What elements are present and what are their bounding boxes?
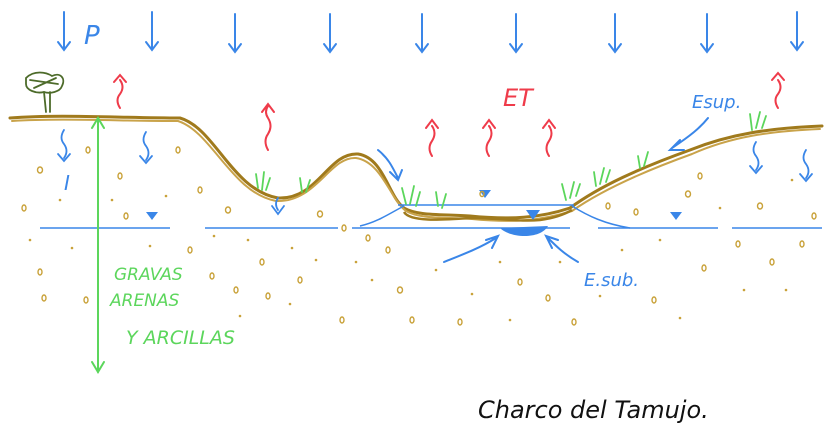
precip-label: P bbox=[84, 21, 100, 51]
water-triangle-icon bbox=[526, 210, 540, 220]
soil-label-gravas: GRAVAS bbox=[114, 265, 183, 285]
soil-pebbles bbox=[21, 146, 817, 326]
evapotranspiration-arrows bbox=[113, 71, 785, 157]
water-triangle-icon bbox=[670, 212, 682, 220]
ground-surface bbox=[8, 114, 824, 222]
soil-label-arenas: ARENAS bbox=[109, 291, 180, 311]
grass-tuft-icon bbox=[637, 151, 649, 169]
grass-tuft-icon bbox=[435, 191, 447, 209]
grass-tuft-icon bbox=[593, 167, 611, 187]
tree-icon bbox=[25, 71, 65, 113]
ground-fill bbox=[10, 118, 822, 360]
soil-depth-line bbox=[91, 116, 105, 374]
grass-tuft-icon bbox=[749, 111, 767, 131]
water-triangle-icon bbox=[146, 212, 158, 220]
infiltration-label: I bbox=[64, 171, 70, 195]
grass-tuft-icon bbox=[401, 185, 421, 207]
subsurface-flow-label: E.sub. bbox=[584, 270, 639, 291]
water-triangle-icons bbox=[146, 190, 682, 220]
et-label: ET bbox=[503, 84, 535, 112]
subsurface-flow-arrows bbox=[443, 234, 579, 263]
soil-label-arcillas: Y ARCILLAS bbox=[126, 327, 235, 349]
precipitation-arrows bbox=[57, 11, 804, 54]
surface-runoff-arrows bbox=[377, 117, 709, 182]
surface-flow-label: Esup. bbox=[692, 92, 741, 113]
infiltration-arrows bbox=[57, 129, 813, 216]
grass-tuft-icon bbox=[255, 171, 271, 191]
grass-tuft-icon bbox=[299, 177, 311, 193]
soil-dots bbox=[28, 178, 794, 322]
grass-tufts bbox=[255, 111, 767, 209]
pond-bed bbox=[402, 208, 573, 222]
grass-tuft-icon bbox=[561, 181, 581, 201]
caption: Charco del Tamujo. bbox=[478, 396, 709, 424]
